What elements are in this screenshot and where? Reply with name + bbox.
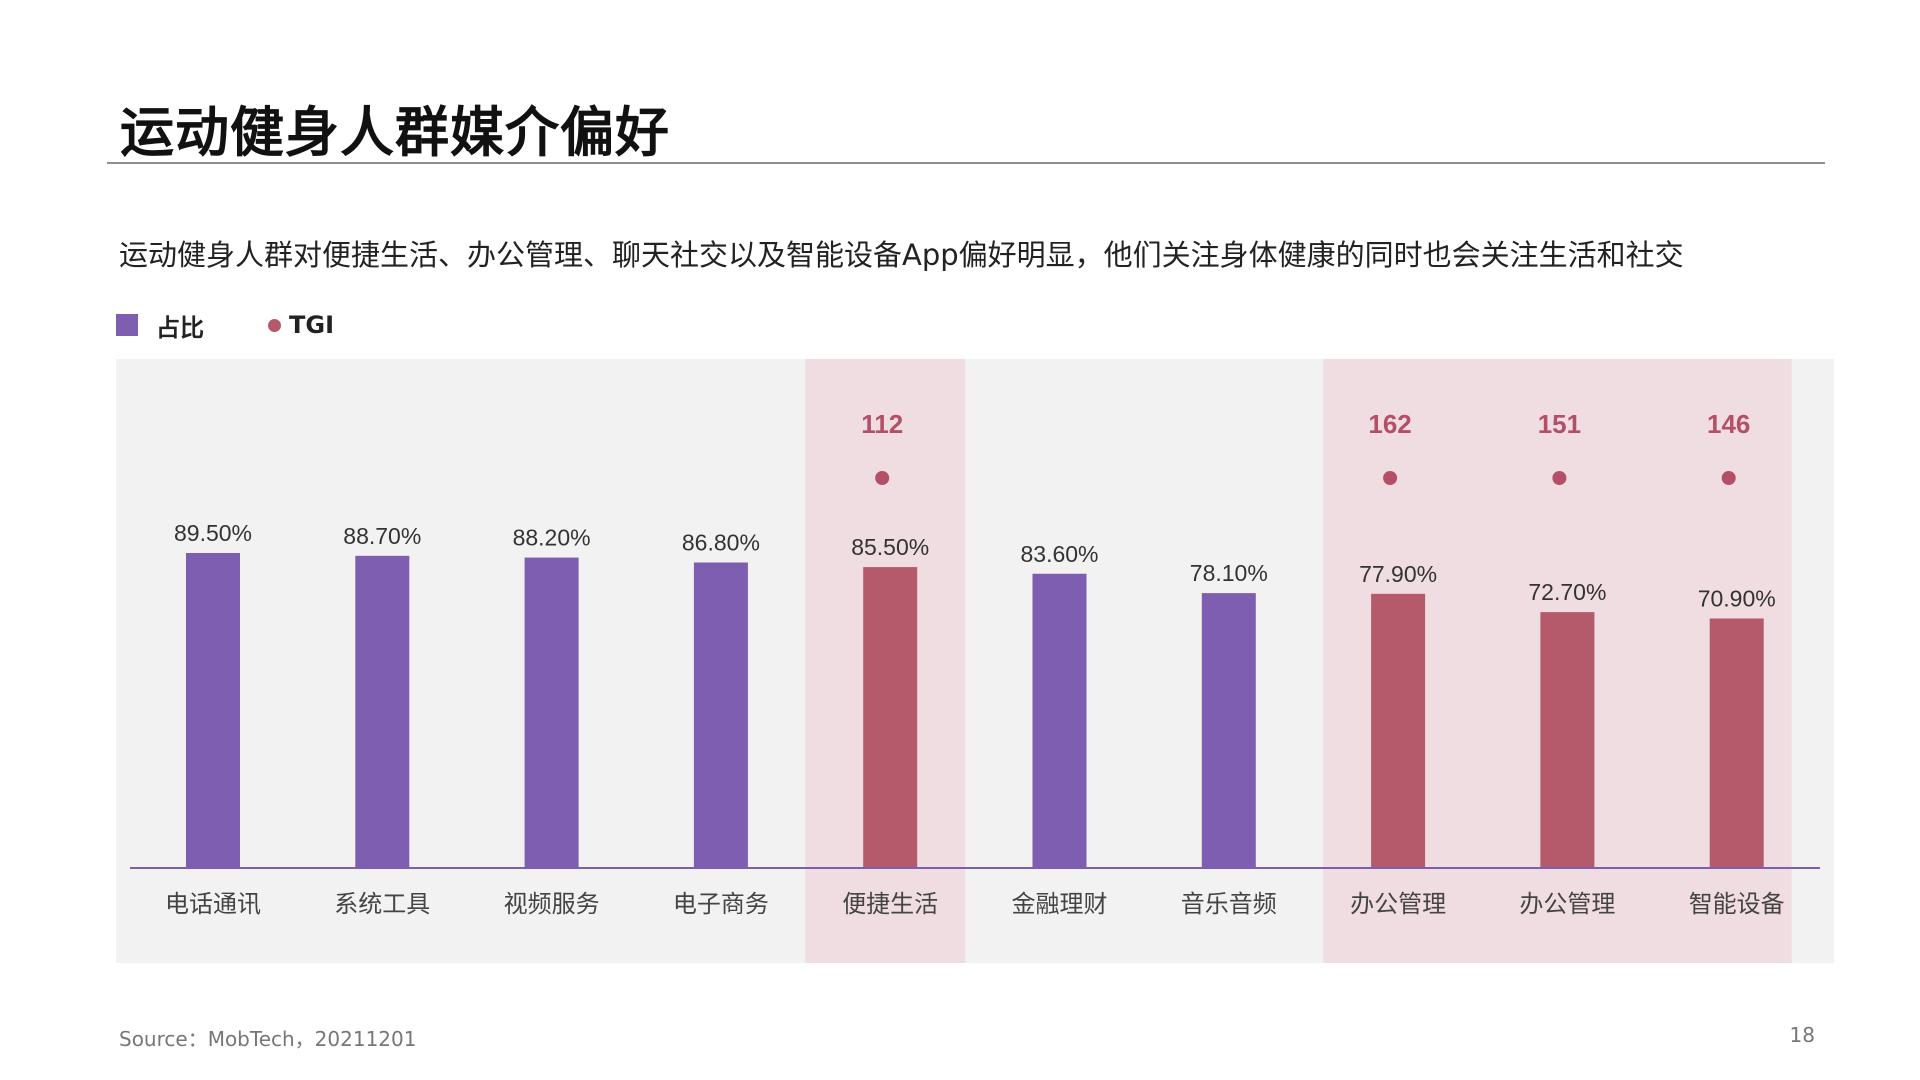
bar: [1709, 618, 1764, 868]
bar-value-label: 72.70%: [1528, 579, 1606, 605]
page-number: 18: [1789, 1023, 1815, 1047]
chart-legend: 占比 TGI: [116, 308, 334, 343]
bar: [355, 555, 410, 868]
bar-value-label: 85.50%: [851, 534, 929, 560]
category-label: 视频服务: [504, 890, 600, 918]
category-label: 电话通讯: [165, 890, 261, 918]
bar: [863, 567, 918, 868]
legend-label-tgi: TGI: [289, 311, 334, 339]
tgi-value-label: 146: [1707, 409, 1750, 439]
legend-label-share: 占比: [156, 313, 204, 342]
category-label: 音乐音频: [1181, 890, 1277, 918]
tgi-point: [875, 471, 890, 485]
tgi-value-label: 151: [1538, 409, 1581, 439]
category-label: 电子商务: [673, 890, 769, 918]
bar: [1371, 593, 1426, 868]
bar-value-label: 83.60%: [1020, 541, 1098, 567]
bar: [1540, 612, 1595, 868]
legend-item-tgi: TGI: [268, 311, 334, 339]
tgi-value-label: 112: [861, 409, 903, 439]
bar-value-label: 88.70%: [343, 523, 421, 549]
category-label: 金融理财: [1012, 890, 1108, 918]
source-note: Source：MobTech，20211201: [119, 1027, 417, 1051]
legend-swatch-share: [116, 314, 138, 336]
legend-item-share: 占比: [116, 308, 204, 343]
category-label: 办公管理: [1519, 890, 1615, 918]
tgi-value-label: 162: [1368, 409, 1411, 439]
tgi-point: [1721, 471, 1736, 485]
bar: [186, 553, 240, 868]
bar: [1201, 593, 1256, 868]
bar: [1032, 573, 1087, 868]
tgi-point: [1383, 471, 1398, 485]
bar-value-label: 77.90%: [1359, 561, 1437, 587]
bar: [693, 562, 748, 868]
bar: [524, 557, 579, 868]
category-label: 便捷生活: [842, 890, 938, 918]
category-label: 办公管理: [1350, 890, 1446, 918]
page-subtitle: 运动健身人群对便捷生活、办公管理、聊天社交以及智能设备App偏好明显，他们关注身…: [119, 238, 1684, 272]
bar-value-label: 88.20%: [513, 525, 591, 551]
bar-value-label: 86.80%: [682, 530, 760, 556]
page-title: 运动健身人群媒介偏好: [120, 101, 670, 164]
title-divider: [107, 162, 1825, 164]
bar-value-label: 78.10%: [1190, 560, 1268, 586]
legend-dot-tgi: [268, 318, 281, 332]
category-label: 智能设备: [1689, 890, 1785, 918]
tgi-point: [1552, 471, 1567, 485]
bar-value-label: 89.50%: [174, 520, 252, 546]
category-label: 系统工具: [334, 890, 430, 918]
bar-value-label: 70.90%: [1698, 585, 1776, 611]
